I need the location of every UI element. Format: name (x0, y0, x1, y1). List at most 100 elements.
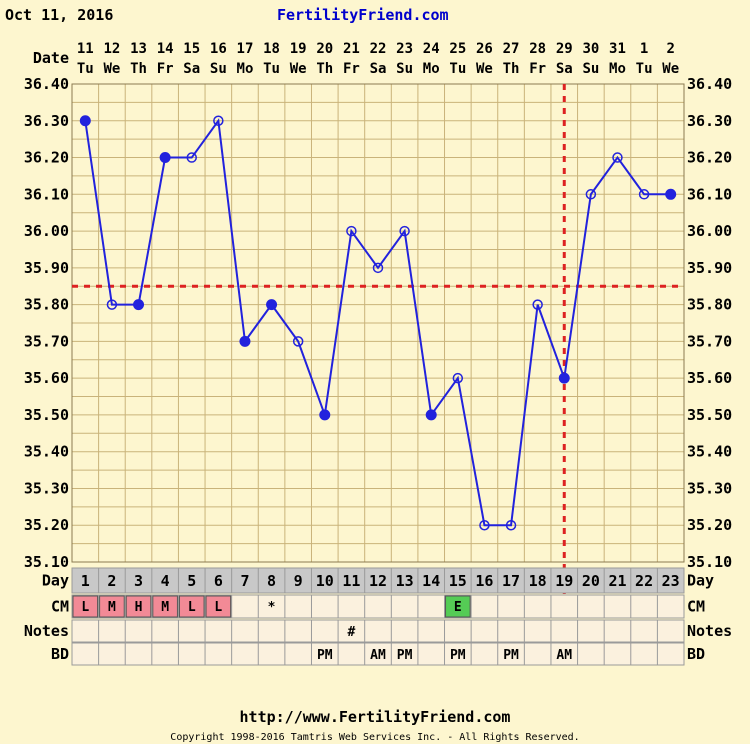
day-cell: 22 (635, 572, 653, 590)
day-row-label: Day (687, 572, 714, 590)
day-cell: 15 (449, 572, 467, 590)
weekday-tick-label: Sa (370, 61, 387, 77)
weekday-tick-label: Fr (157, 61, 174, 77)
date-tick-label: 11 (77, 41, 94, 57)
date-tick-label: 21 (343, 41, 360, 57)
cm-cell: M (161, 600, 169, 615)
date-tick-label: 14 (157, 41, 174, 57)
weekday-tick-label: Tu (449, 61, 466, 77)
weekday-tick-label: Su (396, 61, 413, 77)
cm-cell: M (108, 600, 116, 615)
date-tick-label: 18 (263, 41, 280, 57)
date-tick-label: 30 (582, 41, 599, 57)
day-cell: 19 (555, 572, 573, 590)
y-tick-label-left: 35.70 (24, 332, 69, 350)
temperature-point-filled (134, 300, 144, 310)
weekday-tick-label: Fr (529, 61, 546, 77)
y-tick-label-left: 35.30 (24, 479, 69, 497)
weekday-tick-label: Su (210, 61, 227, 77)
y-tick-label-right: 36.30 (687, 112, 732, 130)
day-cell: 4 (161, 572, 170, 590)
day-cell: 5 (187, 572, 196, 590)
temperature-point-filled (80, 116, 90, 126)
temperature-point-filled (240, 336, 250, 346)
day-row-label: Day (42, 572, 69, 590)
day-cell: 9 (294, 572, 303, 590)
bd-cell: PM (503, 648, 519, 663)
y-tick-label-left: 36.00 (24, 222, 69, 240)
cm-row-label: CM (51, 598, 69, 616)
bd-cell: PM (317, 648, 333, 663)
date-tick-label: 22 (370, 41, 387, 57)
day-cell: 17 (502, 572, 520, 590)
y-tick-label-right: 35.90 (687, 259, 732, 277)
weekday-tick-label: Tu (77, 61, 94, 77)
bd-cell: PM (450, 648, 466, 663)
date-label: Date (33, 49, 69, 67)
day-cell: 7 (240, 572, 249, 590)
date-tick-label: 19 (290, 41, 307, 57)
footer-url[interactable]: http://www.FertilityFriend.com (0, 708, 750, 726)
day-cell: 8 (267, 572, 276, 590)
y-tick-label-right: 35.50 (687, 406, 732, 424)
weekday-tick-label: Sa (183, 61, 200, 77)
bd-cell: AM (370, 648, 386, 663)
y-tick-label-left: 36.30 (24, 112, 69, 130)
y-tick-label-right: 35.60 (687, 369, 732, 387)
weekday-tick-label: We (662, 61, 679, 77)
weekday-tick-label: Tu (636, 61, 653, 77)
cm-cell: * (268, 600, 276, 615)
bd-row-label: BD (687, 645, 705, 663)
weekday-tick-label: Tu (263, 61, 280, 77)
table-row-bg (72, 620, 684, 642)
notes-row-label: Notes (24, 622, 69, 640)
day-cell: 21 (608, 572, 626, 590)
y-tick-label-left: 35.40 (24, 443, 69, 461)
day-cell: 13 (396, 572, 414, 590)
date-tick-label: 17 (237, 41, 254, 57)
day-cell: 10 (316, 572, 334, 590)
day-cell: 23 (662, 572, 680, 590)
y-tick-label-right: 35.20 (687, 516, 732, 534)
y-tick-label-left: 35.10 (24, 553, 69, 571)
bd-cell: AM (556, 648, 572, 663)
temperature-point-filled (320, 410, 330, 420)
y-tick-label-left: 35.20 (24, 516, 69, 534)
y-tick-label-right: 36.10 (687, 185, 732, 203)
date-tick-label: 31 (609, 41, 626, 57)
date-tick-label: 25 (449, 41, 466, 57)
date-tick-label: 28 (529, 41, 546, 57)
date-tick-label: 12 (103, 41, 120, 57)
temperature-point-filled (666, 189, 676, 199)
y-tick-label-right: 35.10 (687, 553, 732, 571)
cm-cell: E (454, 600, 462, 615)
bd-cell: PM (397, 648, 413, 663)
weekday-tick-label: Sa (556, 61, 573, 77)
day-cell: 20 (582, 572, 600, 590)
y-tick-label-left: 36.20 (24, 149, 69, 167)
date-tick-label: 15 (183, 41, 200, 57)
date-tick-label: 29 (556, 41, 573, 57)
weekday-tick-label: Th (503, 61, 520, 77)
day-cell: 12 (369, 572, 387, 590)
weekday-tick-label: We (290, 61, 307, 77)
y-tick-label-right: 35.40 (687, 443, 732, 461)
y-tick-label-right: 36.00 (687, 222, 732, 240)
cm-cell: L (188, 600, 196, 615)
y-tick-label-right: 36.20 (687, 149, 732, 167)
y-tick-label-right: 35.70 (687, 332, 732, 350)
date-tick-label: 27 (503, 41, 520, 57)
notes-cell: # (347, 625, 355, 640)
day-cell: 18 (529, 572, 547, 590)
date-tick-label: 23 (396, 41, 413, 57)
day-cell: 1 (81, 572, 90, 590)
y-tick-label-right: 36.40 (687, 75, 732, 93)
weekday-tick-label: Mo (609, 61, 626, 77)
y-tick-label-left: 36.40 (24, 75, 69, 93)
y-tick-label-left: 36.10 (24, 185, 69, 203)
weekday-tick-label: We (103, 61, 120, 77)
y-tick-label-left: 35.80 (24, 296, 69, 314)
weekday-tick-label: Fr (343, 61, 360, 77)
cm-row-label: CM (687, 598, 705, 616)
date-tick-label: 16 (210, 41, 227, 57)
